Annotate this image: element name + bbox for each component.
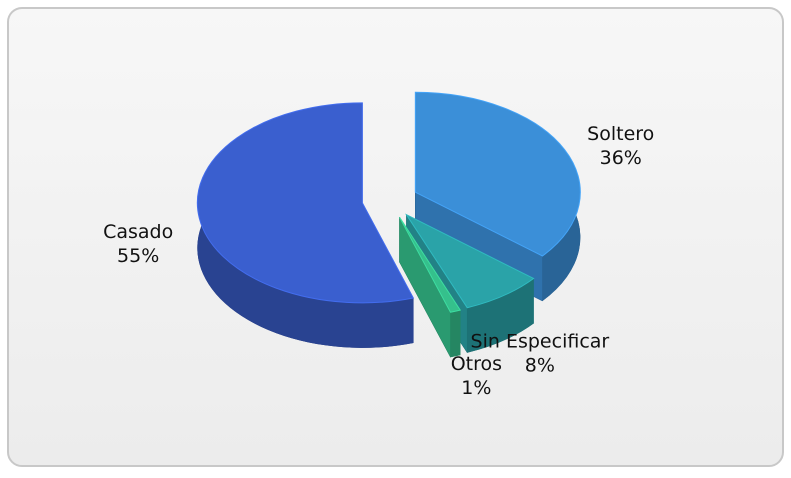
slice-label: Sin Especificar <box>471 331 610 353</box>
slice <box>399 216 462 313</box>
slice-value-label: 1% <box>461 377 491 399</box>
pie <box>196 91 581 358</box>
slice-side <box>467 278 534 353</box>
chart-frame <box>7 7 784 467</box>
slice <box>405 213 535 309</box>
slice-value-label: 55% <box>117 245 159 267</box>
slice-value-label: 36% <box>600 147 642 169</box>
slice-label: Casado <box>103 221 173 243</box>
slice-label: Soltero <box>587 123 654 145</box>
slice-side <box>450 310 461 358</box>
slice <box>196 102 415 304</box>
slice-value-label: 8% <box>525 355 555 377</box>
slice <box>414 91 581 257</box>
slice-label: Otros <box>451 353 502 375</box>
